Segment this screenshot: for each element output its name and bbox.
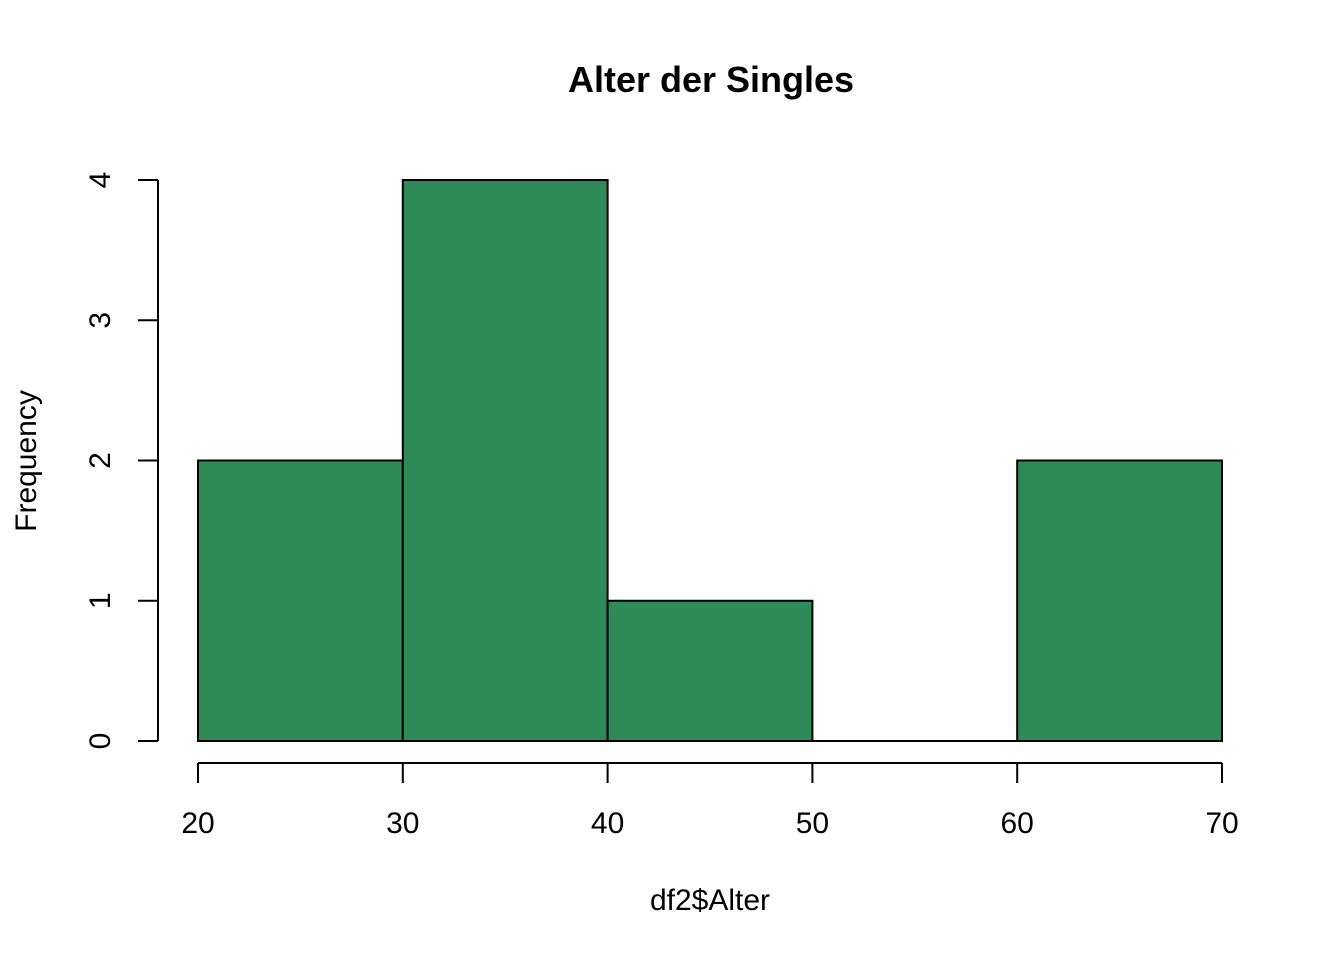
y-tick-label: 1 — [84, 592, 117, 609]
x-tick-label: 60 — [1001, 807, 1034, 840]
histogram-bar — [401, 179, 609, 742]
y-tick-label: 4 — [84, 172, 117, 189]
x-tick-label: 50 — [796, 807, 829, 840]
chart-title: Alter der Singles — [568, 59, 854, 100]
bars-layer — [197, 179, 1224, 742]
x-tick-label: 70 — [1205, 807, 1238, 840]
x-axis: 20 30 40 50 60 70 — [181, 762, 1239, 840]
x-tick-label: 40 — [591, 807, 624, 840]
y-tick-label: 0 — [84, 733, 117, 750]
histogram-bar — [606, 599, 814, 742]
y-tick-label: 3 — [84, 312, 117, 329]
histogram-bar — [1016, 459, 1224, 742]
y-tick-label: 2 — [84, 452, 117, 469]
y-axis: 0 1 2 3 4 — [84, 172, 159, 750]
y-axis-label: Frequency — [10, 390, 43, 532]
x-tick-label: 30 — [386, 807, 419, 840]
x-axis-label: df2$Alter — [650, 884, 770, 917]
histogram-bar — [197, 459, 404, 742]
x-tick-label: 20 — [181, 807, 214, 840]
